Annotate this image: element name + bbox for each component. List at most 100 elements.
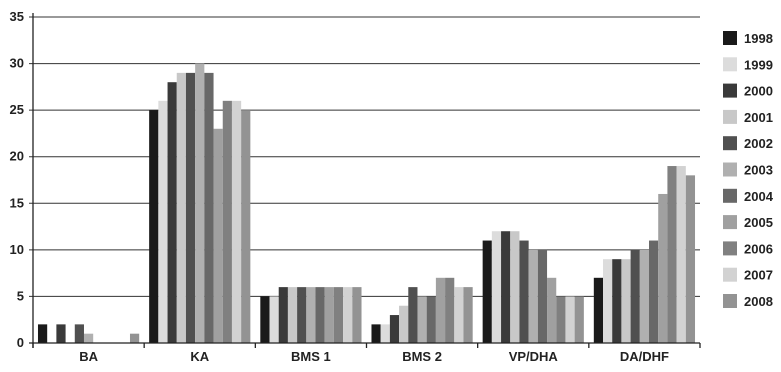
grid-lines — [29, 16, 700, 297]
bar — [158, 100, 168, 343]
bar — [445, 277, 455, 343]
legend-label: 2004 — [744, 189, 774, 204]
legend-label: 2001 — [744, 110, 773, 125]
bar — [556, 296, 566, 343]
bar — [278, 287, 288, 343]
bar — [676, 166, 686, 343]
bar — [454, 287, 464, 343]
bar — [167, 82, 177, 343]
bar — [408, 287, 418, 343]
legend-label: 2003 — [744, 163, 773, 178]
bar — [287, 287, 298, 343]
y-tick-label: 20 — [10, 149, 24, 164]
legend-swatch — [723, 294, 737, 308]
x-tick-label: VP/DHA — [509, 349, 559, 364]
bar — [417, 296, 427, 343]
bar — [195, 63, 205, 343]
bar — [501, 231, 511, 343]
legend-swatch — [723, 136, 737, 151]
legend-swatch — [723, 109, 737, 124]
legend-swatch — [723, 31, 737, 45]
bar — [621, 259, 631, 343]
legend-label: 2006 — [744, 241, 773, 256]
legend-label: 2002 — [744, 136, 773, 151]
bar — [324, 287, 334, 343]
bar — [593, 277, 604, 343]
bar — [185, 72, 196, 343]
x-tick-label: DA/DHF — [620, 349, 669, 364]
y-tick-label: 0 — [17, 335, 24, 350]
bar — [649, 240, 659, 343]
bar — [426, 296, 436, 343]
bar — [399, 305, 409, 343]
x-axis-category-labels: BA KA BMS 1 BMS 2 VP/DHA DA/DHF — [79, 349, 669, 364]
bar — [176, 72, 186, 343]
x-tick-label: BA — [79, 349, 98, 364]
bar — [352, 287, 362, 343]
bar — [306, 287, 316, 343]
bar — [343, 287, 353, 343]
bar — [537, 249, 548, 343]
y-tick-label: 30 — [10, 56, 24, 71]
legend-swatch — [723, 57, 737, 72]
y-axis-tick-labels: 0 5 10 15 20 25 30 35 — [10, 9, 24, 350]
x-tick-label: BMS 1 — [291, 349, 331, 364]
bar — [222, 100, 232, 343]
y-tick-label: 5 — [17, 288, 24, 303]
bar — [315, 287, 325, 343]
bar — [380, 324, 390, 343]
bar — [231, 100, 242, 343]
bar — [129, 333, 140, 343]
bar — [260, 296, 270, 343]
bar — [463, 287, 473, 343]
legend: 1998 1999 2000 2001 2002 2003 2004 2005 2006 2007… — [723, 31, 774, 309]
y-tick-label: 15 — [10, 195, 24, 210]
bar — [574, 296, 584, 343]
legend-label: 1998 — [744, 31, 773, 46]
bar — [389, 315, 400, 343]
bar — [612, 259, 622, 343]
bar — [603, 259, 613, 343]
bar — [435, 277, 446, 343]
legend-swatch — [723, 241, 737, 256]
x-tick-label: KA — [190, 349, 209, 364]
legend-label: 1999 — [744, 57, 773, 72]
bar — [149, 110, 159, 344]
y-tick-label: 35 — [10, 9, 24, 24]
bar — [213, 128, 223, 343]
bar — [519, 240, 529, 343]
bar — [241, 110, 251, 344]
bar — [74, 324, 84, 343]
bar — [510, 231, 520, 343]
bar — [491, 231, 502, 343]
bar — [371, 324, 381, 343]
bar — [528, 249, 538, 343]
legend-label: 2005 — [744, 215, 773, 230]
bar — [297, 287, 307, 343]
bar — [565, 296, 575, 343]
bar — [639, 249, 650, 343]
legend-label: 2007 — [744, 268, 773, 283]
bar — [37, 324, 48, 343]
bar — [482, 240, 492, 343]
bar — [269, 296, 279, 343]
bar — [630, 249, 640, 343]
legend-swatch — [723, 162, 737, 177]
y-tick-label: 10 — [10, 242, 24, 257]
bar — [685, 175, 696, 343]
legend-swatch — [723, 215, 737, 230]
legend-swatch — [723, 267, 737, 282]
bar — [56, 324, 66, 343]
bar — [547, 277, 557, 343]
bar-series — [37, 63, 696, 344]
bar — [667, 166, 677, 343]
bar — [204, 72, 214, 343]
y-tick-label: 25 — [10, 102, 24, 117]
bar — [333, 287, 344, 343]
x-tick-label: BMS 2 — [402, 349, 442, 364]
legend-label: 2000 — [744, 84, 773, 99]
bar — [83, 333, 94, 343]
axes — [29, 13, 701, 348]
